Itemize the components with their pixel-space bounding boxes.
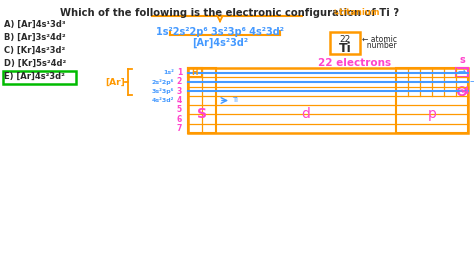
Text: 6: 6 (177, 115, 182, 124)
Text: →: → (458, 68, 466, 78)
Text: E) [Ar]4s²3d²: E) [Ar]4s²3d² (4, 72, 65, 81)
Text: 2: 2 (177, 77, 182, 86)
Text: [Ar]: [Ar] (105, 77, 125, 86)
Text: 22: 22 (339, 35, 351, 44)
Text: 4s²3d²: 4s²3d² (152, 98, 174, 103)
Text: 2s²2p⁶: 2s²2p⁶ (152, 79, 174, 85)
Text: p: p (428, 107, 437, 121)
Text: s: s (459, 55, 465, 65)
Text: C) [Kr]4s²3d²: C) [Kr]4s²3d² (4, 46, 65, 55)
Text: H: H (192, 68, 198, 77)
Bar (396, 68, 468, 133)
Text: Which of the following is the electronic configuration of Ti ?: Which of the following is the electronic… (61, 8, 400, 18)
Text: A) [Ar]4s¹3d³: A) [Ar]4s¹3d³ (4, 20, 65, 29)
Text: [Ar]4s²3d²: [Ar]4s²3d² (192, 38, 248, 48)
Text: 1s²2s²2p⁶ 3s²3p⁶ 4s²3d²: 1s²2s²2p⁶ 3s²3p⁶ 4s²3d² (156, 27, 284, 37)
Bar (330, 32, 360, 54)
Bar (3, 71, 76, 84)
Text: 4: 4 (177, 96, 182, 105)
Text: 5: 5 (177, 105, 182, 114)
Text: 3: 3 (177, 87, 182, 96)
Text: ↳titanium: ↳titanium (332, 8, 380, 17)
Text: 3s²3p⁶: 3s²3p⁶ (152, 88, 174, 94)
Text: 1s²: 1s² (163, 70, 174, 75)
Bar (188, 68, 216, 133)
Bar (456, 68, 468, 77)
Bar (188, 68, 468, 133)
Text: Ti: Ti (232, 98, 238, 103)
Text: S: S (197, 107, 207, 121)
Text: Ar: Ar (458, 89, 465, 94)
Text: →: → (470, 77, 474, 87)
Text: D) [Kr]5s²4d²: D) [Kr]5s²4d² (4, 59, 66, 68)
Text: 22 electrons: 22 electrons (318, 58, 391, 68)
Text: d: d (301, 107, 310, 121)
Text: 1: 1 (177, 68, 182, 77)
Text: number: number (362, 41, 397, 51)
Text: Ti: Ti (338, 41, 351, 55)
Text: 7: 7 (177, 124, 182, 133)
Bar (188, 68, 202, 77)
Text: ← atomic: ← atomic (362, 35, 397, 44)
Text: B) [Ar]3s²4d²: B) [Ar]3s²4d² (4, 33, 65, 42)
